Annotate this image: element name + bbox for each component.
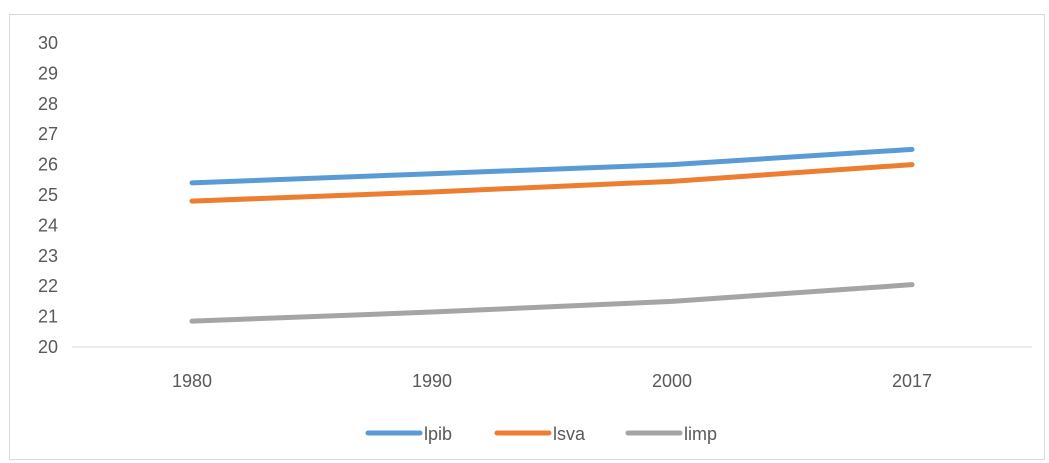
y-tick-label: 28 xyxy=(38,94,58,114)
legend: lpib lsva limp xyxy=(365,424,717,444)
x-axis-ticks: 1980 1990 2000 2017 xyxy=(172,371,932,391)
series-line-lsva xyxy=(189,162,915,204)
y-tick-label: 20 xyxy=(38,337,58,357)
y-tick-label: 25 xyxy=(38,185,58,205)
y-tick-label: 21 xyxy=(38,307,58,327)
y-tick-label: 26 xyxy=(38,155,58,175)
x-tick-label: 2017 xyxy=(892,371,932,391)
legend-label-lsva: lsva xyxy=(553,424,586,444)
y-tick-label: 22 xyxy=(38,276,58,296)
x-tick-label: 2000 xyxy=(652,371,692,391)
legend-label-limp: limp xyxy=(684,424,717,444)
y-tick-label: 30 xyxy=(38,33,58,53)
y-tick-label: 27 xyxy=(38,124,58,144)
series-line-limp xyxy=(189,282,915,324)
x-tick-label: 1990 xyxy=(412,371,452,391)
y-tick-label: 29 xyxy=(38,63,58,83)
y-axis-ticks: 20 21 22 23 24 25 26 27 28 29 30 xyxy=(38,33,58,357)
chart-frame xyxy=(9,14,1045,460)
x-tick-label: 1980 xyxy=(172,371,212,391)
y-tick-label: 23 xyxy=(38,246,58,266)
y-tick-label: 24 xyxy=(38,215,58,235)
series-line-lpib xyxy=(189,146,915,186)
series-lines xyxy=(189,146,915,324)
legend-label-lpib: lpib xyxy=(424,424,452,444)
